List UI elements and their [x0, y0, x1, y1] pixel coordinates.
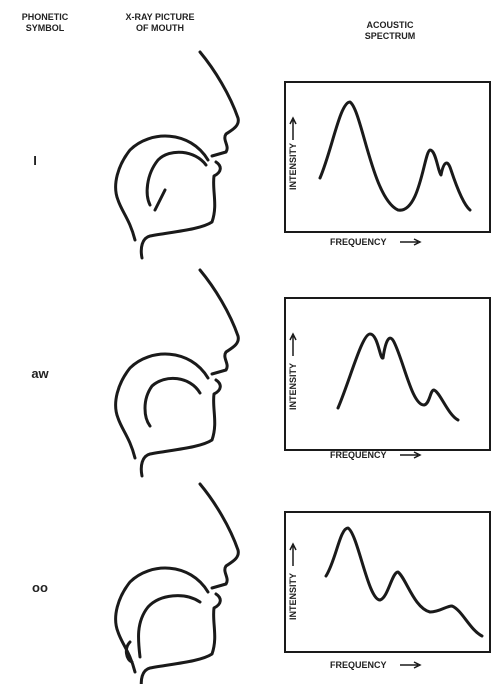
row: I INTENSITY FREQUENCY: [33, 50, 491, 260]
axis-label: FREQUENCY: [330, 237, 387, 247]
row: aw INTENSITY FREQUENCY: [31, 268, 491, 478]
arrow: [400, 451, 422, 459]
header-text: SYMBOL: [26, 23, 65, 33]
mouth-xray: [114, 50, 240, 260]
spectrum-curve: [324, 526, 484, 638]
mouth-xray: [114, 268, 240, 478]
header-text: PHONETIC: [22, 12, 69, 22]
spectrum-box: [284, 511, 491, 653]
header-text: SPECTRUM: [365, 31, 416, 41]
phonetic-symbol: aw: [31, 366, 49, 381]
header: PHONETIC SYMBOL X-RAY PICTURE OF MOUTH A…: [22, 12, 416, 41]
arrow: [400, 238, 422, 246]
arrow: [289, 332, 297, 356]
phonetic-symbol: oo: [32, 580, 48, 595]
phonetic-symbol: I: [33, 153, 37, 168]
header-text: X-RAY PICTURE: [125, 12, 194, 22]
axis-label: INTENSITY: [288, 143, 298, 190]
axis-label: FREQUENCY: [330, 450, 387, 460]
row: oo INTENSITY FREQUENCY: [32, 482, 491, 684]
axis-label: INTENSITY: [288, 363, 298, 410]
spectrum-box: [284, 81, 491, 233]
header-text: OF MOUTH: [136, 23, 184, 33]
spectrum-curve: [336, 332, 460, 422]
arrow: [400, 661, 422, 669]
axis-label: FREQUENCY: [330, 660, 387, 670]
mouth-xray: [114, 482, 240, 684]
spectrum-box: [284, 297, 491, 451]
header-text: ACOUSTIC: [367, 20, 415, 30]
arrow: [289, 116, 297, 140]
axis-label: INTENSITY: [288, 573, 298, 620]
spectrum-curve: [318, 100, 472, 212]
arrow: [289, 542, 297, 566]
